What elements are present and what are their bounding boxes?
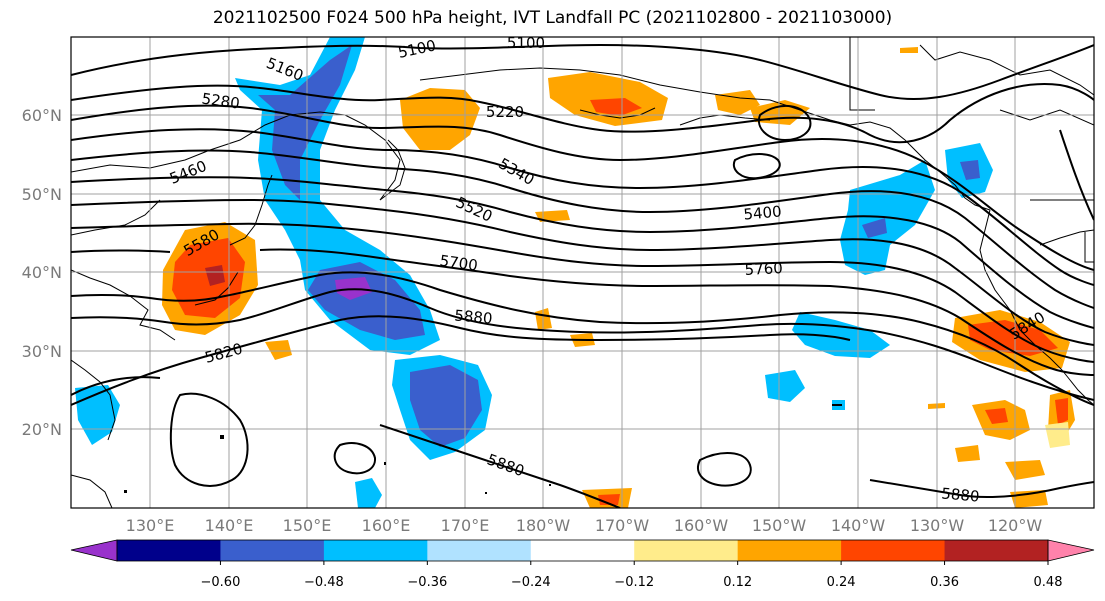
colorbar-swatch — [944, 540, 1049, 561]
contour-label: 5280 — [201, 89, 241, 112]
contour-label: 5700 — [439, 251, 479, 274]
colorbar-tick-label: −0.60 — [201, 575, 241, 590]
longitude-labels: 130°E 140°E 150°E 160°E 170°E 180°W 170°… — [126, 516, 1043, 535]
islands — [124, 404, 842, 494]
lon-label: 160°W — [674, 516, 729, 535]
colorbar-tick-label: −0.12 — [614, 575, 654, 590]
lon-label: 130°W — [910, 516, 965, 535]
lat-label-40n: 40°N — [22, 263, 62, 282]
lon-label: 130°E — [126, 516, 175, 535]
contour-label: 5760 — [744, 259, 783, 279]
contour-label: 5880 — [941, 484, 981, 505]
colorbar-swatch — [841, 540, 946, 561]
colorbar-tick-label: 0.36 — [930, 575, 959, 590]
lon-label: 170°E — [441, 516, 490, 535]
colorbar-extend-high — [1047, 539, 1095, 562]
lat-label-50n: 50°N — [22, 185, 62, 204]
lat-label-20n: 20°N — [22, 420, 62, 439]
lon-label: 150°E — [283, 516, 332, 535]
lon-label: 180°W — [516, 516, 571, 535]
latitude-labels: 60°N 50°N 40°N 30°N 20°N — [22, 106, 62, 439]
colorbar-tick-label: 0.24 — [827, 575, 856, 590]
colorbar-tick-label: −0.24 — [511, 575, 551, 590]
lon-label: 120°W — [988, 516, 1043, 535]
lon-label: 150°W — [752, 516, 807, 535]
colorbar-swatch — [323, 540, 428, 561]
colorbar-swatch — [427, 540, 532, 561]
colorbar-tick-label: −0.48 — [304, 575, 344, 590]
contour-label: 5220 — [486, 103, 524, 121]
colorbar-tick-label: 0.12 — [723, 575, 752, 590]
contour-label: 5400 — [743, 202, 783, 223]
colorbar-swatch — [737, 540, 842, 561]
height-contours — [71, 43, 1094, 508]
colorbar-tick-label: −0.36 — [407, 575, 447, 590]
colorbar-extend-low — [70, 539, 118, 562]
colorbar-swatch — [530, 540, 635, 561]
lon-label: 140°W — [831, 516, 886, 535]
lon-label: 170°W — [595, 516, 650, 535]
colorbar-swatch — [220, 540, 325, 561]
map-frame — [70, 36, 1095, 509]
colorbar-swatch — [634, 540, 739, 561]
contour-label: 5100 — [507, 34, 545, 52]
lon-label: 160°E — [362, 516, 411, 535]
colorbar-tick-label: 0.48 — [1034, 575, 1063, 590]
lat-label-60n: 60°N — [22, 106, 62, 125]
lat-lon-grid — [71, 37, 1094, 508]
lon-label: 140°E — [205, 516, 254, 535]
colorbar: −0.60 −0.48 −0.36 −0.24 −0.12 0.12 0.24 0.36 0.4… — [70, 539, 1095, 590]
colorbar-swatch — [117, 540, 221, 561]
lat-label-30n: 30°N — [22, 342, 62, 361]
map-title: 2021102500 F024 500 hPa height, IVT Land… — [212, 8, 893, 28]
contour-label: 5880 — [454, 306, 494, 327]
